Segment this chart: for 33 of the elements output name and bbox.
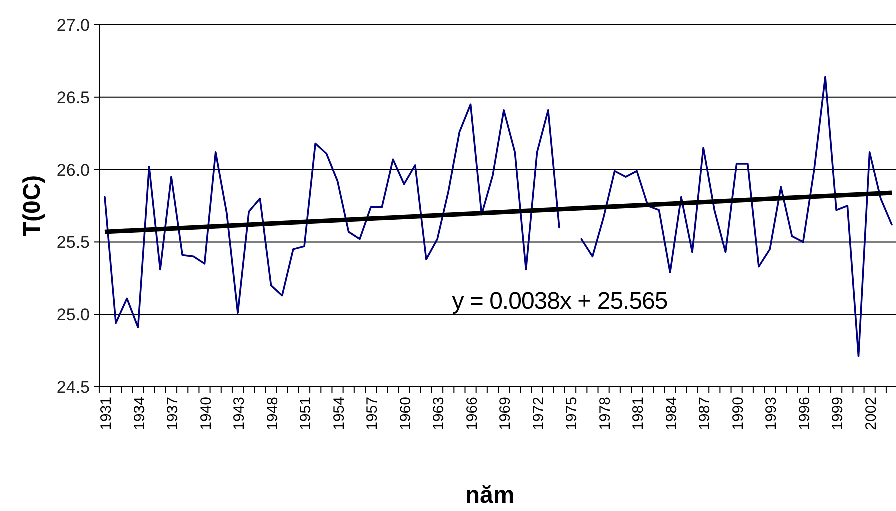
x-tick-label: 1996 bbox=[796, 397, 814, 430]
x-tick-label: 1931 bbox=[98, 397, 115, 430]
y-tick-label: 26.5 bbox=[56, 88, 90, 108]
y-tick-label: 24.5 bbox=[56, 378, 90, 397]
x-tick-label: 1954 bbox=[330, 397, 348, 430]
x-tick-label: 1981 bbox=[630, 397, 648, 430]
x-tick-label: 1984 bbox=[663, 397, 680, 430]
x-tick-label: 1972 bbox=[530, 397, 548, 430]
x-tick-label: 1948 bbox=[264, 397, 282, 430]
x-tick-label: 1951 bbox=[298, 397, 315, 430]
x-tick-label: 1943 bbox=[231, 397, 248, 430]
y-tick-label: 27.0 bbox=[56, 16, 90, 35]
y-axis-title: T(0C) bbox=[19, 175, 46, 237]
x-tick-label: 1966 bbox=[464, 397, 481, 430]
x-tick-label: 1940 bbox=[198, 397, 215, 430]
x-tick-label: 2002 bbox=[862, 397, 880, 430]
x-tick-label: 1963 bbox=[430, 397, 448, 430]
x-tick-label: 1957 bbox=[364, 397, 382, 430]
x-tick-label: 1937 bbox=[164, 397, 182, 430]
x-tick-label: 1999 bbox=[830, 397, 847, 430]
x-tick-label: 1960 bbox=[397, 397, 414, 430]
x-tick-label: 1969 bbox=[497, 397, 514, 430]
y-tick-label: 25.0 bbox=[56, 306, 90, 325]
x-axis-title: năm bbox=[465, 482, 515, 509]
annotation: y = 0.0038x + 25.565 bbox=[452, 288, 668, 316]
x-tick-label: 1993 bbox=[763, 397, 780, 430]
x-tick-label: 1990 bbox=[730, 397, 747, 430]
x-tick-label: 1975 bbox=[564, 397, 581, 430]
x-tick-label: 1934 bbox=[131, 397, 148, 430]
x-tick-label: 1978 bbox=[596, 397, 614, 430]
x-tick-label: 1987 bbox=[696, 397, 714, 430]
y-tick-label: 26.0 bbox=[56, 160, 90, 180]
y-tick-label: 25.5 bbox=[56, 233, 90, 252]
